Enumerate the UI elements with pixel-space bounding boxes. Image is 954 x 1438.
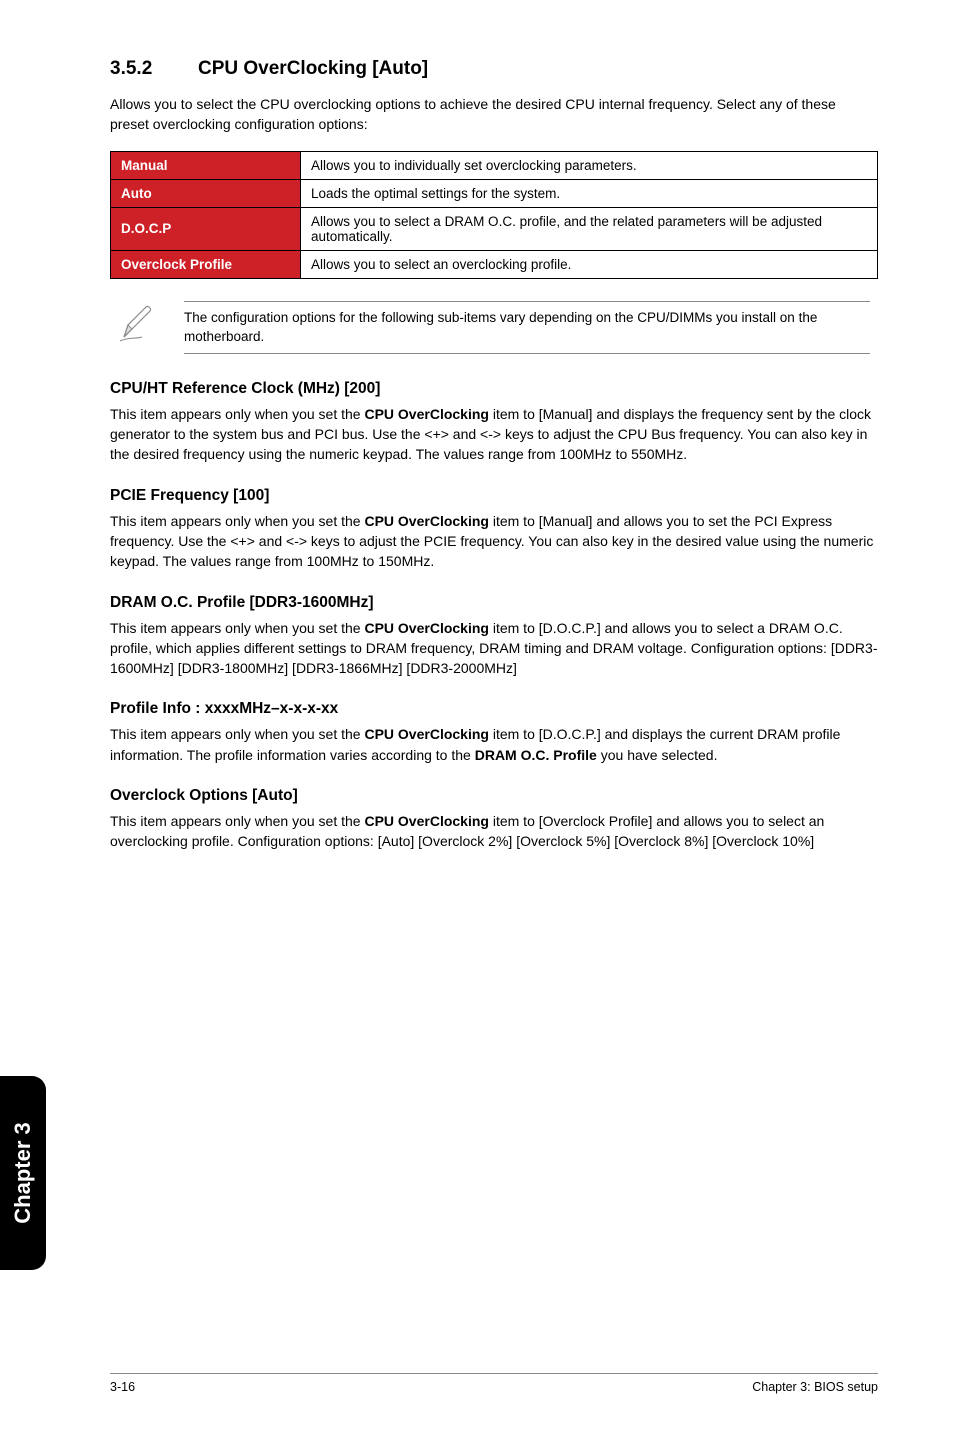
subsection-heading: PCIE Frequency [100] <box>110 487 878 505</box>
subsection: PCIE Frequency [100] This item appears on… <box>110 487 878 572</box>
bold-term: CPU OverClocking <box>364 726 488 742</box>
param-desc: Loads the optimal settings for the syste… <box>301 179 878 207</box>
page-footer: 3-16 Chapter 3: BIOS setup <box>110 1373 878 1394</box>
text-run: you have selected. <box>597 747 718 763</box>
subsection-heading: CPU/HT Reference Clock (MHz) [200] <box>110 380 878 398</box>
bold-term: DRAM O.C. Profile <box>475 747 597 763</box>
subsection-body: This item appears only when you set the … <box>110 618 878 679</box>
page-content: 3.5.2CPU OverClocking [Auto] Allows you … <box>0 0 954 852</box>
param-desc: Allows you to select an overclocking pro… <box>301 250 878 278</box>
param-key: Manual <box>111 151 301 179</box>
table-row: D.O.C.P Allows you to select a DRAM O.C.… <box>111 207 878 250</box>
subsection-body: This item appears only when you set the … <box>110 511 878 572</box>
bold-term: CPU OverClocking <box>364 406 488 422</box>
chapter-side-tab-label: Chapter 3 <box>10 1122 36 1223</box>
chapter-side-tab: Chapter 3 <box>0 1076 46 1270</box>
footer-page-number: 3-16 <box>110 1380 135 1394</box>
section-title: CPU OverClocking [Auto] <box>198 58 428 79</box>
section-intro: Allows you to select the CPU overclockin… <box>110 94 878 135</box>
table-row: Overclock Profile Allows you to select a… <box>111 250 878 278</box>
param-desc: Allows you to select a DRAM O.C. profile… <box>301 207 878 250</box>
section-number: 3.5.2 <box>110 58 198 80</box>
parameter-table: Manual Allows you to individually set ov… <box>110 151 878 279</box>
subsection: CPU/HT Reference Clock (MHz) [200] This i… <box>110 380 878 465</box>
subsection-heading: Profile Info : xxxxMHz–x-x-x-xx <box>110 700 878 718</box>
param-key: D.O.C.P <box>111 207 301 250</box>
text-run: This item appears only when you set the <box>110 406 364 422</box>
subsection: Overclock Options [Auto] This item appear… <box>110 787 878 852</box>
text-run: This item appears only when you set the <box>110 620 364 636</box>
param-key: Overclock Profile <box>111 250 301 278</box>
param-desc: Allows you to individually set overclock… <box>301 151 878 179</box>
section-heading: 3.5.2CPU OverClocking [Auto] <box>110 58 878 80</box>
subsection-body: This item appears only when you set the … <box>110 811 878 852</box>
subsection: Profile Info : xxxxMHz–x-x-x-xx This item… <box>110 700 878 765</box>
text-run: This item appears only when you set the <box>110 726 364 742</box>
subsections-container: CPU/HT Reference Clock (MHz) [200] This i… <box>110 380 878 852</box>
param-key: Auto <box>111 179 301 207</box>
subsection: DRAM O.C. Profile [DDR3-1600MHz] This ite… <box>110 594 878 679</box>
subsection-heading: DRAM O.C. Profile [DDR3-1600MHz] <box>110 594 878 612</box>
subsection-heading: Overclock Options [Auto] <box>110 787 878 805</box>
pen-icon <box>118 303 158 348</box>
bold-term: CPU OverClocking <box>364 813 488 829</box>
subsection-body: This item appears only when you set the … <box>110 724 878 765</box>
text-run: This item appears only when you set the <box>110 513 364 529</box>
text-run: This item appears only when you set the <box>110 813 364 829</box>
table-row: Manual Allows you to individually set ov… <box>111 151 878 179</box>
subsection-body: This item appears only when you set the … <box>110 404 878 465</box>
table-row: Auto Loads the optimal settings for the … <box>111 179 878 207</box>
note-block: The configuration options for the follow… <box>110 301 878 354</box>
bold-term: CPU OverClocking <box>364 513 488 529</box>
footer-chapter-label: Chapter 3: BIOS setup <box>752 1380 878 1394</box>
note-text: The configuration options for the follow… <box>184 301 870 354</box>
bold-term: CPU OverClocking <box>364 620 488 636</box>
